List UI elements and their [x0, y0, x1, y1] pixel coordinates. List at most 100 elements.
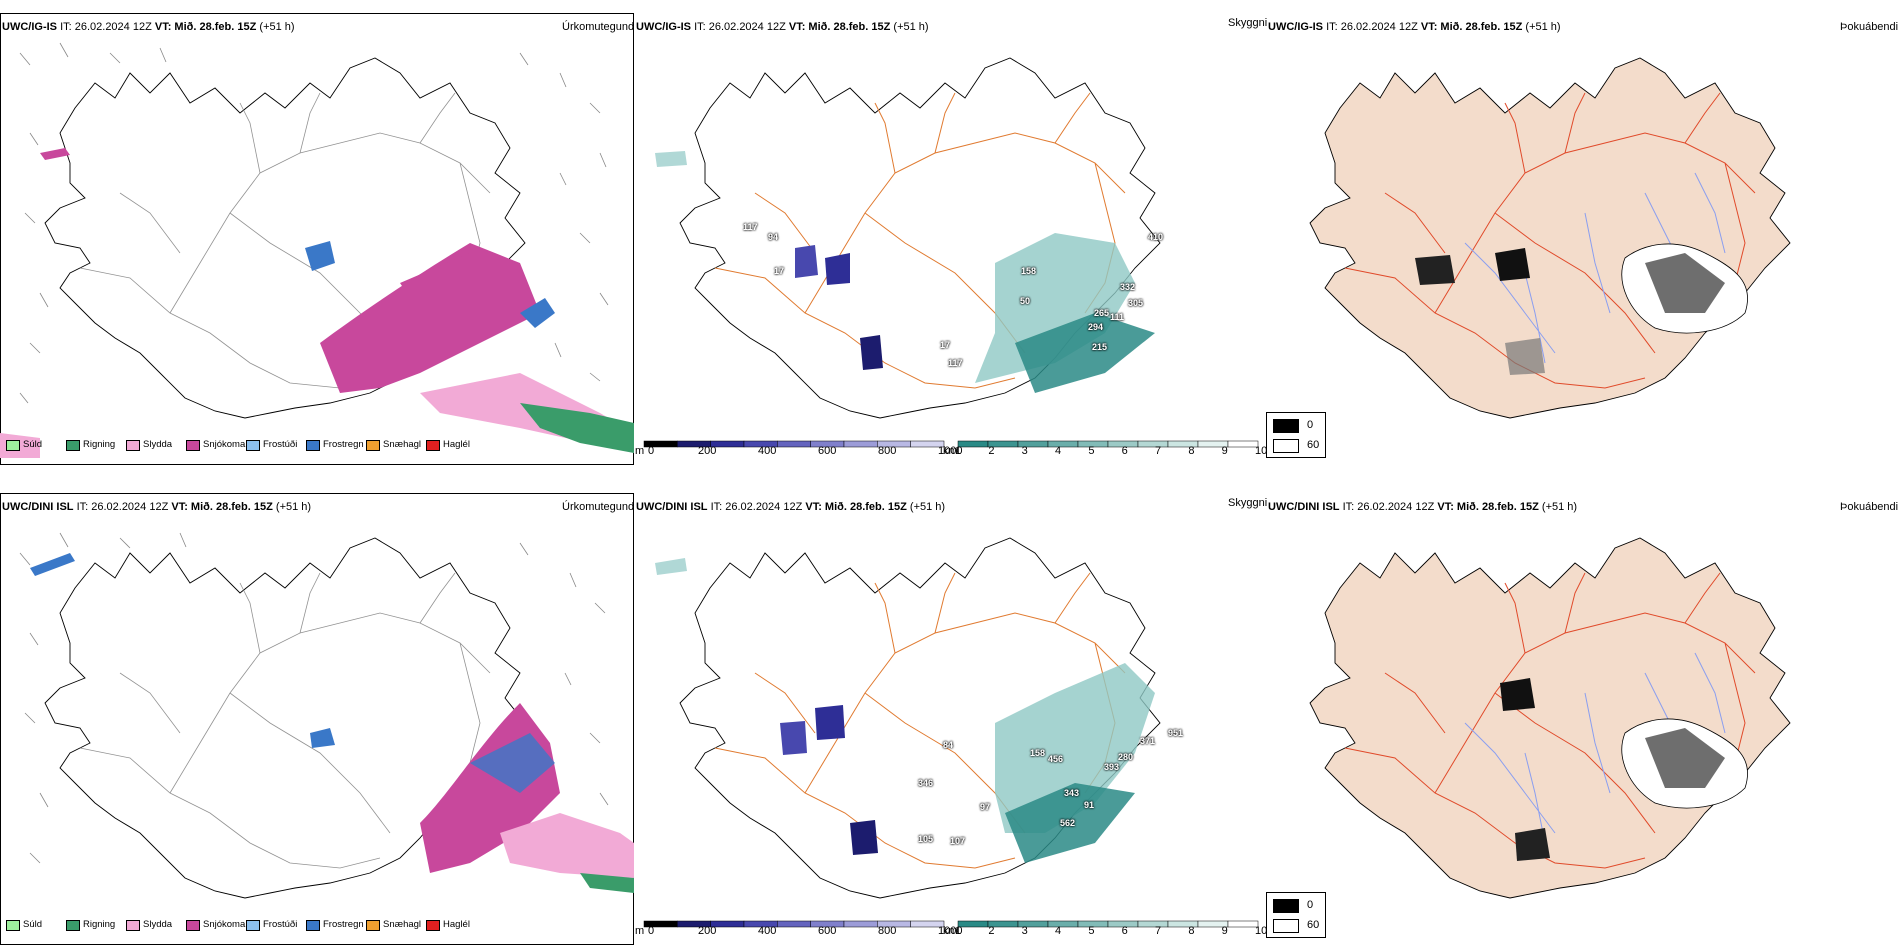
snow-scale-unit: m [635, 445, 645, 457]
legend-swatch [426, 440, 440, 451]
precip-map-bottom [19, 532, 634, 899]
fog-legend-top: 0 60 [1266, 412, 1326, 458]
legend-swatch [66, 920, 80, 931]
snow-scale-segment [777, 920, 811, 928]
fog-swatch-60 [1273, 439, 1299, 453]
fog-swatch-0 [1273, 899, 1299, 913]
vis-scale-segment [1227, 440, 1259, 448]
vis-scale-segment [957, 920, 989, 928]
snow-scale-tick: 1000 [938, 445, 963, 457]
snow-depth-label: 562 [1060, 818, 1076, 828]
snow-depth-label: 107 [950, 836, 966, 846]
legend-label: Rigning [83, 439, 116, 450]
snow-depth-label: 97 [980, 802, 991, 812]
vis-scale-tick: 2 [988, 445, 995, 457]
panel-label-bottom-middle: Skyggni [1228, 497, 1268, 509]
legend-label: Snæhagl [383, 919, 422, 930]
legend-swatch [126, 920, 140, 931]
precip-legend-bottom: Súld Rigning Slydda Snjókoma Frostúði Frostre… [6, 919, 470, 934]
fog-swatch-60 [1273, 919, 1299, 933]
legend-label: Frostúði [263, 919, 298, 930]
vis-scale-segment [957, 440, 989, 448]
vis-scale-tick: 6 [1121, 925, 1128, 937]
legend-label: Rigning [83, 919, 116, 930]
snow-depth-label: 280 [1118, 752, 1134, 762]
snow-depth-label: 17 [774, 266, 785, 276]
snow-scale-segment [910, 440, 945, 448]
snow-scale-tick: 400 [758, 445, 777, 457]
snow-depth-label: 215 [1092, 342, 1108, 352]
snow-scale-tick: 0 [648, 925, 655, 937]
snow-scale-tick: 800 [878, 925, 897, 937]
snow-depth-label: 410 [1148, 232, 1164, 242]
legend-label: Súld [23, 439, 43, 450]
snow-scale-tick: 400 [758, 925, 777, 937]
legend-label: Snjókoma [203, 919, 246, 930]
snowdepth-visibility-map-top [655, 57, 1161, 419]
fog-legend-bottom: 0 60 [1266, 892, 1326, 938]
vis-scale-tick: 7 [1155, 925, 1162, 937]
snow-scale-segment [777, 440, 811, 448]
legend-swatch [126, 440, 140, 451]
panel-label-top-left: Úrkomutegund [562, 21, 635, 33]
snow-scale-tick: 600 [818, 445, 837, 457]
fog-map-top [1309, 57, 1791, 419]
vis-scale-segment [1227, 920, 1259, 928]
snow-depth-label: 117 [743, 222, 758, 232]
snow-depth-label: 50 [1020, 296, 1031, 306]
legend-swatch [426, 920, 440, 931]
legend-label: Frostúði [263, 439, 298, 450]
panel-label-top-middle: Skyggni [1228, 17, 1268, 29]
vis-scale-tick: 1 [955, 445, 962, 457]
legend-swatch [6, 440, 20, 451]
precip-type-panel-top [0, 13, 634, 465]
vis-scale-tick: 5 [1088, 445, 1095, 457]
snow-depth-label: 456 [1048, 754, 1064, 764]
vis-scale-tick: 2 [988, 925, 995, 937]
snow-scale-tick: 200 [698, 445, 717, 457]
snow-depth-label: 343 [1064, 788, 1080, 798]
snow-scale-tick: 1000 [938, 925, 963, 937]
snow-depth-label: 17 [940, 340, 951, 350]
snow-depth-label: 346 [918, 778, 934, 788]
legend-swatch [366, 920, 380, 931]
legend-label: Slydda [143, 439, 173, 450]
legend-swatch [366, 440, 380, 451]
snow-depth-label: 91 [1084, 800, 1095, 810]
vis-scale-tick: 5 [1088, 925, 1095, 937]
vis-scale-tick: 8 [1188, 445, 1195, 457]
panel-label-bottom-right: Þokuábendi [1840, 501, 1899, 513]
legend-label: Súld [23, 919, 43, 930]
vis-scale-unit: km [943, 445, 958, 457]
vis-scale-tick: 6 [1121, 445, 1128, 457]
panel-title-bottom-middle: UWC/DINI ISL IT: 26.02.2024 12Z VT: Mið.… [636, 501, 946, 513]
legend-label: Frostregn [323, 919, 364, 930]
legend-label: Snjókoma [203, 439, 246, 450]
vis-scale-tick: 9 [1221, 925, 1228, 937]
snow-scale-tick: 200 [698, 925, 717, 937]
legend-swatch [6, 920, 20, 931]
snow-scale-tick: 600 [818, 925, 837, 937]
fog-swatch-0 [1273, 419, 1299, 433]
snow-scale-unit: m [635, 925, 645, 937]
vis-scale-tick: 7 [1155, 445, 1162, 457]
snow-scale-segment [910, 920, 945, 928]
legend-swatch [186, 920, 200, 931]
legend-label: Haglél [443, 439, 470, 450]
vis-scale-segment [1047, 440, 1079, 448]
vis-scale-tick: 3 [1021, 445, 1028, 457]
legend-swatch [306, 920, 320, 931]
fog-label-0: 0 [1307, 899, 1314, 911]
panel-title-top-right: UWC/IG-IS IT: 26.02.2024 12Z VT: Mið. 28… [1268, 21, 1561, 33]
legend-swatch [66, 440, 80, 451]
snowdepth-visibility-map-bottom [655, 537, 1161, 899]
vis-scale-segment [1137, 440, 1169, 448]
snow-depth-label: 393 [1104, 762, 1120, 772]
legend-swatch [306, 440, 320, 451]
fog-label-60: 60 [1307, 439, 1320, 451]
fog-label-60: 60 [1307, 919, 1320, 931]
vis-scale-tick: 8 [1188, 925, 1195, 937]
snow-depth-label: 294 [1088, 322, 1104, 332]
snow-depth-label: 111 [1110, 312, 1125, 322]
